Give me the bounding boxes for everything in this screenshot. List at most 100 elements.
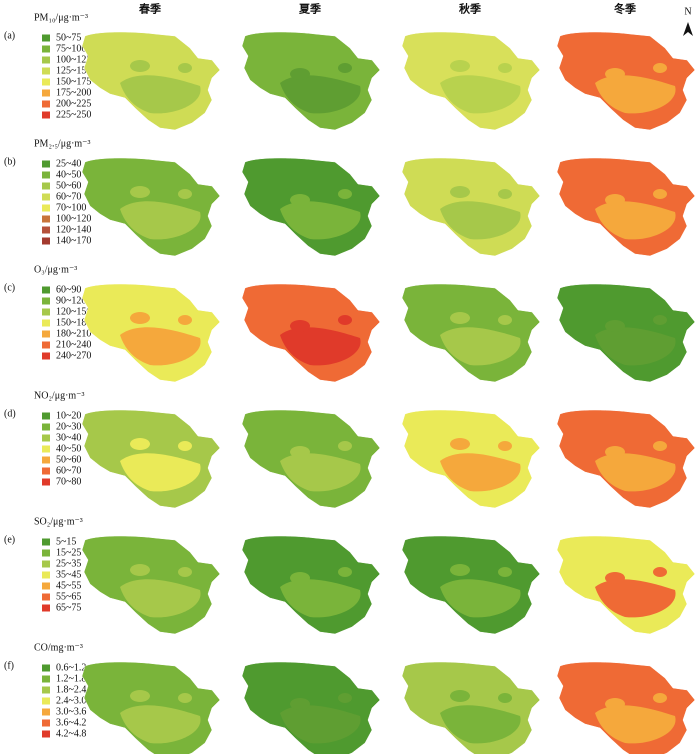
patch xyxy=(653,441,667,451)
map xyxy=(241,409,381,509)
map xyxy=(401,409,541,509)
map xyxy=(81,409,221,509)
legend-swatch xyxy=(42,182,50,190)
patch xyxy=(450,690,470,702)
patches xyxy=(120,60,201,114)
legend-swatch xyxy=(42,160,50,168)
legend-label: 50~60 xyxy=(56,180,81,191)
map xyxy=(401,157,541,257)
map xyxy=(241,535,381,635)
row-label: (f) xyxy=(4,660,14,671)
map xyxy=(241,661,381,754)
legend-swatch xyxy=(42,319,50,327)
legend-swatch xyxy=(42,89,50,97)
patches xyxy=(280,441,361,492)
map xyxy=(556,31,696,131)
map xyxy=(81,31,221,131)
patches xyxy=(120,186,201,240)
legend-label: 100~125 xyxy=(56,54,91,65)
legend-label: 4.2~4.8 xyxy=(56,728,86,739)
legend-swatch xyxy=(42,560,50,568)
patches xyxy=(440,564,521,618)
legend-title: SO₂/μg·m⁻³ xyxy=(34,516,83,527)
patch xyxy=(130,438,150,450)
patch xyxy=(498,189,512,199)
legend-label: 140~170 xyxy=(56,235,91,246)
legend-swatch xyxy=(42,675,50,683)
map xyxy=(81,535,221,635)
legend-swatch xyxy=(42,412,50,420)
patch xyxy=(120,453,201,492)
patch xyxy=(120,705,201,744)
patch xyxy=(120,201,201,240)
legend-swatch xyxy=(42,330,50,338)
patch xyxy=(595,579,676,618)
legend-swatch xyxy=(42,56,50,64)
patches xyxy=(440,690,521,744)
legend-label: 150~180 xyxy=(56,317,91,328)
patch xyxy=(450,438,470,450)
patch xyxy=(440,705,521,744)
patch xyxy=(338,441,352,451)
patch xyxy=(440,327,521,366)
legend-label: 120~140 xyxy=(56,224,91,235)
patch xyxy=(653,315,667,325)
legend-label: 200~225 xyxy=(56,98,91,109)
column-header: 冬季 xyxy=(614,2,637,16)
north-arrow: N xyxy=(683,6,693,36)
legend-swatch xyxy=(42,582,50,590)
legend-swatch xyxy=(42,697,50,705)
legend-swatch xyxy=(42,171,50,179)
map xyxy=(556,157,696,257)
legend-swatch xyxy=(42,467,50,475)
patches xyxy=(595,315,676,366)
legend-label: 120~150 xyxy=(56,306,91,317)
patch xyxy=(450,60,470,72)
patch xyxy=(120,579,201,618)
column-header: 春季 xyxy=(139,2,162,16)
patch xyxy=(338,189,352,199)
legend-label: 5~15 xyxy=(56,536,76,547)
legend-swatch xyxy=(42,45,50,53)
patch xyxy=(498,693,512,703)
patches xyxy=(595,693,676,744)
legend-label: 40~50 xyxy=(56,443,81,454)
legend-label: 55~65 xyxy=(56,591,81,602)
legend-swatch xyxy=(42,100,50,108)
legend-label: 100~120 xyxy=(56,213,91,224)
patch xyxy=(653,567,667,577)
patch xyxy=(290,446,310,458)
patch xyxy=(440,201,521,240)
patch xyxy=(605,68,625,80)
legend-swatch xyxy=(42,719,50,727)
row-label: (a) xyxy=(4,30,15,41)
patches xyxy=(440,60,521,114)
patch xyxy=(130,60,150,72)
legend-label: 240~270 xyxy=(56,350,91,361)
patch xyxy=(280,201,361,240)
map xyxy=(81,661,221,754)
legend-swatch xyxy=(42,604,50,612)
legend-label: 1.2~1.8 xyxy=(56,673,86,684)
legend-label: 65~75 xyxy=(56,602,81,613)
legend-label: 3.0~3.6 xyxy=(56,706,86,717)
patches xyxy=(440,312,521,366)
legend-swatch xyxy=(42,308,50,316)
patch xyxy=(280,705,361,744)
legend-label: 40~50 xyxy=(56,169,81,180)
patches xyxy=(440,438,521,492)
patch xyxy=(595,453,676,492)
patches xyxy=(120,438,201,492)
patches xyxy=(595,189,676,240)
north-label: N xyxy=(684,6,691,17)
legend-label: 50~60 xyxy=(56,454,81,465)
patch xyxy=(605,446,625,458)
patch xyxy=(605,572,625,584)
patch xyxy=(498,315,512,325)
legend-title: PM₂.₅/μg·m⁻³ xyxy=(34,138,90,149)
patch xyxy=(440,579,521,618)
legend-swatch xyxy=(42,423,50,431)
column-header: 秋季 xyxy=(459,2,482,16)
